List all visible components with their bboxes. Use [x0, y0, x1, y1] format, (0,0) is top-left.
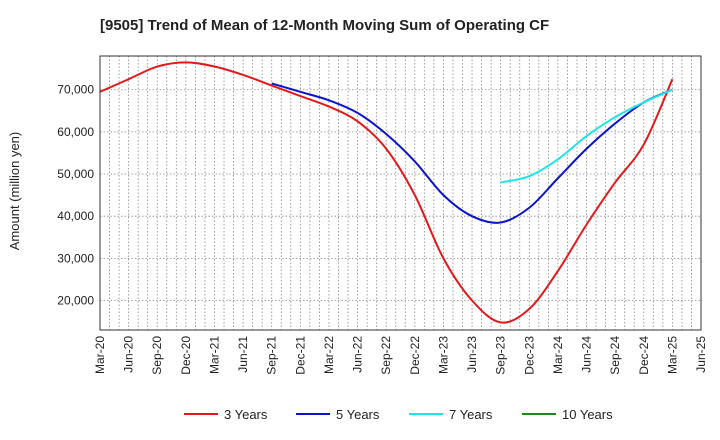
chart-title: [9505] Trend of Mean of 12-Month Moving … — [100, 17, 549, 34]
series-group — [99, 61, 674, 324]
series-line-7-years — [500, 88, 673, 184]
x-tick-label: Sep-24 — [608, 336, 622, 375]
y-tick-label: 70,000 — [57, 83, 94, 97]
grid — [100, 56, 701, 330]
legend-label-5-years: 5 Years — [336, 407, 380, 422]
y-tick-label: 20,000 — [57, 293, 94, 307]
x-tick-label: Mar-21 — [207, 336, 221, 374]
x-tick-label: Mar-24 — [551, 336, 565, 374]
y-tick-label: 60,000 — [57, 125, 94, 139]
y-axis-label: Amount (million yen) — [7, 132, 22, 251]
x-tick-label: Jun-25 — [694, 336, 708, 373]
x-tick-label: Mar-25 — [665, 336, 679, 374]
legend: 3 Years 5 Years 7 Years 10 Years — [184, 407, 613, 422]
x-tick-label: Sep-23 — [494, 336, 508, 375]
x-tick-label: Dec-22 — [408, 336, 422, 375]
x-tick-label: Sep-22 — [379, 336, 393, 375]
x-tick-label: Jun-22 — [351, 336, 365, 373]
y-tick-label: 30,000 — [57, 251, 94, 265]
y-tick-label: 40,000 — [57, 209, 94, 223]
x-tick-label: Dec-23 — [522, 336, 536, 375]
x-tick-label: Jun-20 — [122, 336, 136, 373]
series-line-3-years — [99, 61, 674, 324]
x-tick-label: Jun-21 — [236, 336, 250, 373]
plot-frame — [99, 55, 702, 331]
x-tick-label: Sep-21 — [265, 336, 279, 375]
x-tick-label: Dec-21 — [293, 336, 307, 375]
x-tick-label: Mar-20 — [93, 336, 107, 374]
x-tick-label: Sep-20 — [150, 336, 164, 375]
y-axis-ticks: 20,000 30,000 40,000 50,000 60,000 70,000 — [57, 83, 94, 308]
x-axis-ticks: Mar-20 Jun-20 Sep-20 Dec-20 Mar-21 Jun-21 Sep-… — [93, 336, 708, 375]
x-tick-label: Dec-24 — [637, 336, 651, 375]
x-tick-label: Jun-24 — [580, 336, 594, 373]
x-tick-label: Dec-20 — [179, 336, 193, 375]
x-tick-label: Mar-23 — [436, 336, 450, 374]
y-tick-label: 50,000 — [57, 167, 94, 181]
legend-label-10-years: 10 Years — [562, 407, 613, 422]
x-tick-label: Mar-22 — [322, 336, 336, 374]
legend-label-7-years: 7 Years — [449, 407, 493, 422]
series-line-5-years — [271, 82, 673, 224]
x-tick-label: Jun-23 — [465, 336, 479, 373]
legend-label-3-years: 3 Years — [224, 407, 268, 422]
